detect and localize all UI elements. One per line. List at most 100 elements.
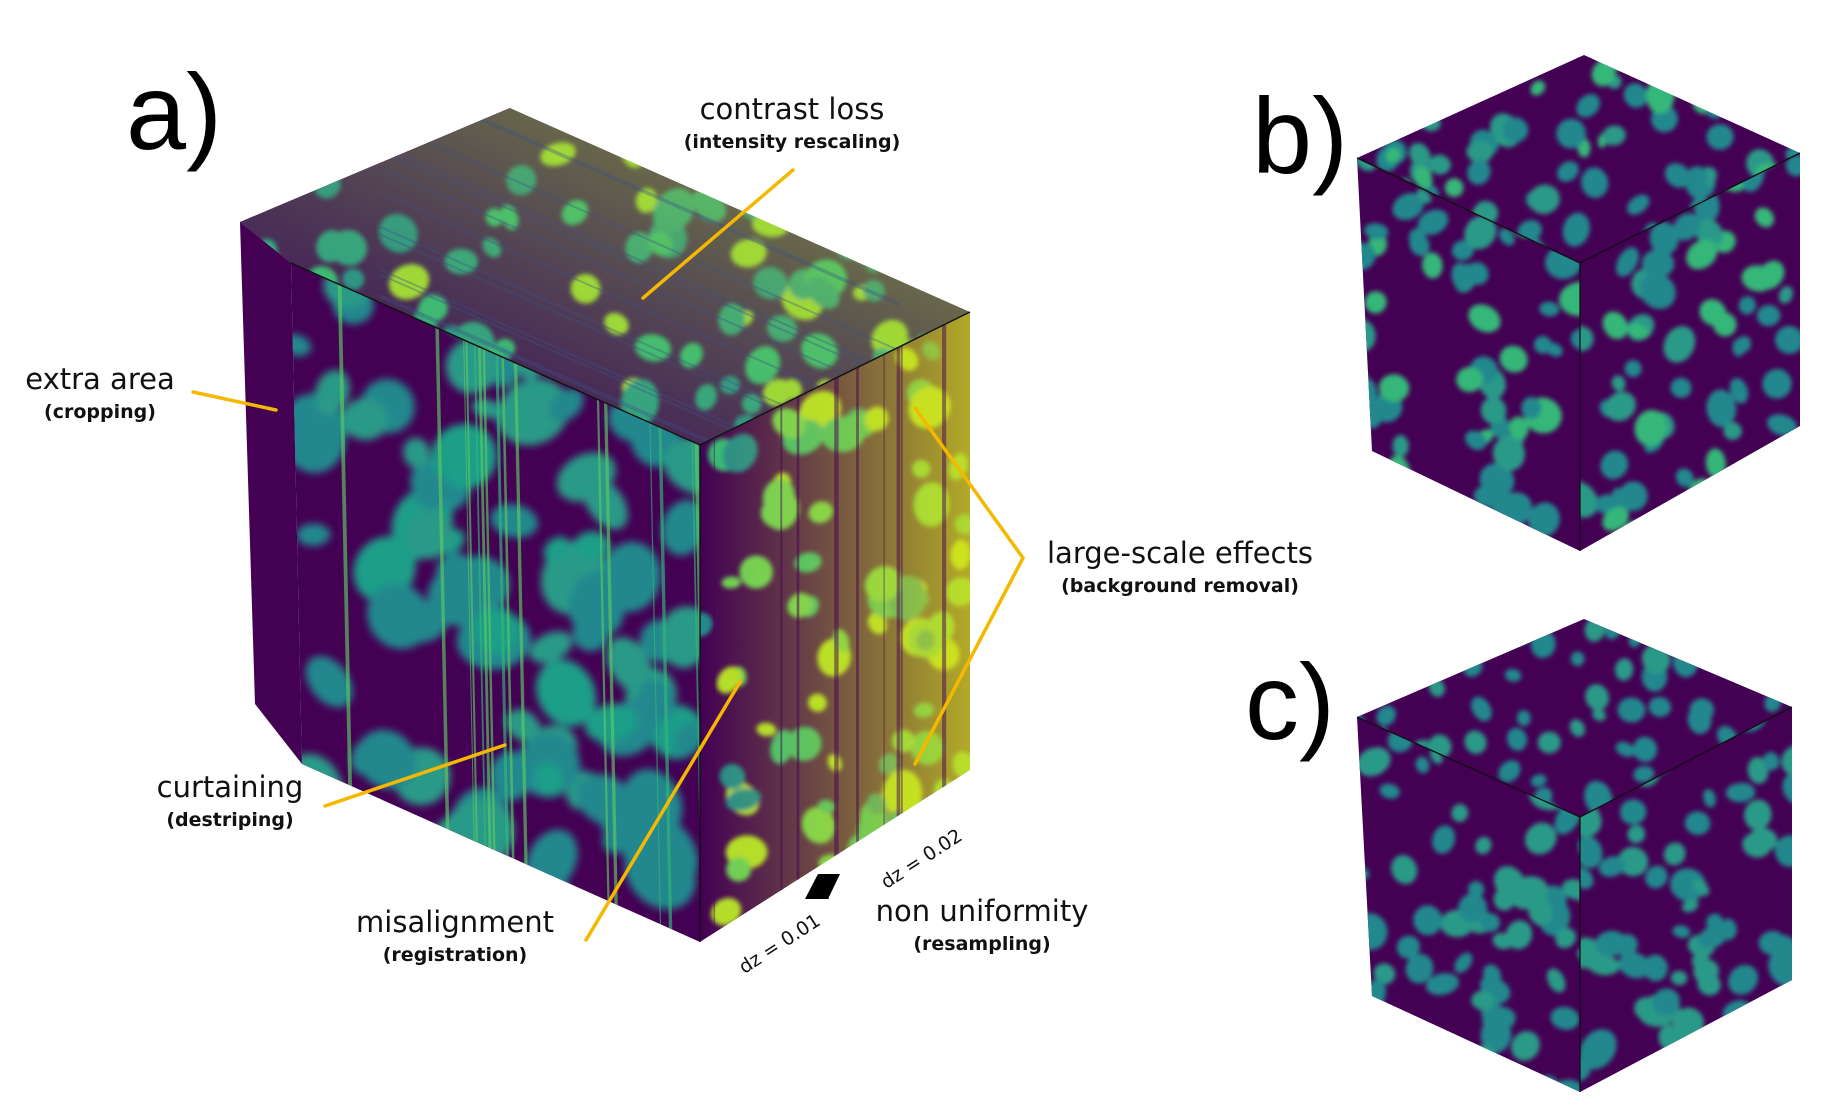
phase-blob xyxy=(1528,897,1553,926)
phase-blob xyxy=(1770,55,1786,59)
phase-blob xyxy=(1444,178,1464,197)
phase-blob xyxy=(1516,710,1531,726)
misalignment-streak xyxy=(379,191,901,424)
curtaining-stripe xyxy=(461,263,478,942)
phase-blob xyxy=(1580,480,1599,518)
annotation-label: extra area xyxy=(25,362,175,396)
phase-blob xyxy=(569,108,591,118)
phase-blob xyxy=(1738,296,1756,315)
phase-blob xyxy=(1425,973,1460,996)
cube-b xyxy=(1356,55,1801,551)
phase-blob xyxy=(1466,262,1489,285)
phase-blob xyxy=(1416,1051,1441,1077)
annotation-large-scale: large-scale effects (background removal) xyxy=(1030,537,1330,597)
phase-blob xyxy=(1664,163,1691,188)
phase-blob xyxy=(1464,215,1497,250)
phase-blob xyxy=(1702,622,1730,648)
misalignment-streak xyxy=(379,144,901,377)
phase-blob xyxy=(1698,925,1728,949)
phase-blob xyxy=(1357,619,1365,624)
phase-blob xyxy=(1672,213,1701,241)
phase-blob xyxy=(1767,414,1797,436)
panel-label-c: c) xyxy=(1245,641,1335,762)
phase-blob xyxy=(1600,450,1629,480)
phase-blob xyxy=(1570,651,1585,667)
phase-blob xyxy=(1605,391,1636,422)
phase-blob xyxy=(403,437,430,469)
phase-blob xyxy=(350,737,384,775)
arrow-down-icon xyxy=(818,874,840,899)
phase-blob xyxy=(1663,326,1696,363)
phase-blob xyxy=(367,583,431,649)
phase-blob xyxy=(1392,622,1413,642)
phase-blob xyxy=(399,836,456,900)
curtaining-stripe xyxy=(480,263,498,942)
phase-blob xyxy=(1728,964,1759,995)
panel-label-a: a) xyxy=(126,51,223,172)
phase-blob xyxy=(1392,192,1424,221)
phase-blob xyxy=(1670,970,1688,986)
phase-blob xyxy=(1742,832,1771,858)
phase-blob xyxy=(1623,83,1648,108)
phase-blob xyxy=(1527,502,1560,538)
phase-blob xyxy=(285,129,322,165)
phase-blob xyxy=(1530,774,1547,787)
phase-blob xyxy=(1530,80,1546,96)
phase-blob xyxy=(1465,430,1487,450)
phase-blob xyxy=(376,110,399,132)
phase-blob xyxy=(1643,954,1668,982)
annotation-contrast-loss: contrast loss (intensity rescaling) xyxy=(662,93,922,153)
phase-blob xyxy=(535,659,597,727)
phase-blob xyxy=(1703,788,1716,808)
phase-blob xyxy=(1385,147,1401,163)
phase-blob xyxy=(490,504,538,538)
phase-blob xyxy=(1475,836,1492,855)
phase-blob xyxy=(1413,905,1443,936)
phase-blob xyxy=(1710,1053,1746,1084)
phase-blob xyxy=(1686,239,1718,270)
phase-blob xyxy=(590,113,619,140)
phase-blob xyxy=(1652,55,1680,64)
phase-blob xyxy=(1454,952,1473,973)
phase-blob xyxy=(1691,952,1710,970)
phase-blob xyxy=(1633,766,1655,783)
phase-blob xyxy=(1581,167,1609,199)
phase-blob xyxy=(1648,696,1671,717)
phase-blob xyxy=(1493,886,1516,911)
phase-blob xyxy=(1483,964,1501,985)
phase-blob xyxy=(1417,188,1432,204)
phase-blob xyxy=(1613,1087,1634,1092)
phase-blob xyxy=(1617,846,1649,877)
phase-blob xyxy=(1525,619,1541,625)
phase-blob xyxy=(1379,55,1406,77)
phase-blob xyxy=(1555,927,1577,949)
phase-blob xyxy=(1592,708,1606,722)
phase-blob xyxy=(1600,55,1617,63)
phase-blob xyxy=(1478,55,1505,76)
phase-blob xyxy=(1533,335,1552,354)
phase-blob xyxy=(1576,94,1601,118)
phase-blob xyxy=(634,801,671,838)
phase-blob xyxy=(1602,125,1626,146)
phase-blob xyxy=(240,172,273,202)
phase-blob xyxy=(1391,855,1418,885)
phase-blob xyxy=(1514,1086,1548,1092)
phase-blob xyxy=(1468,619,1494,623)
phase-blob xyxy=(1598,856,1626,877)
phase-blob xyxy=(1762,752,1780,771)
misalignment-streak xyxy=(379,166,901,399)
phase-blob xyxy=(1360,105,1376,119)
phase-blob xyxy=(342,398,389,441)
phase-blob xyxy=(1414,166,1433,191)
phase-blob xyxy=(946,172,965,186)
annotation-non-uniformity: non uniformity (resampling) xyxy=(862,895,1102,955)
phase-blob xyxy=(1409,233,1430,256)
phase-blob xyxy=(1717,58,1745,83)
phase-blob xyxy=(1569,719,1585,737)
phase-blob xyxy=(1524,822,1557,855)
leader-contrast-loss xyxy=(641,168,795,300)
annotation-method: (destriping) xyxy=(166,808,294,831)
phase-blob xyxy=(1378,374,1410,402)
phase-blob xyxy=(1389,1067,1404,1085)
phase-blob xyxy=(290,134,310,154)
